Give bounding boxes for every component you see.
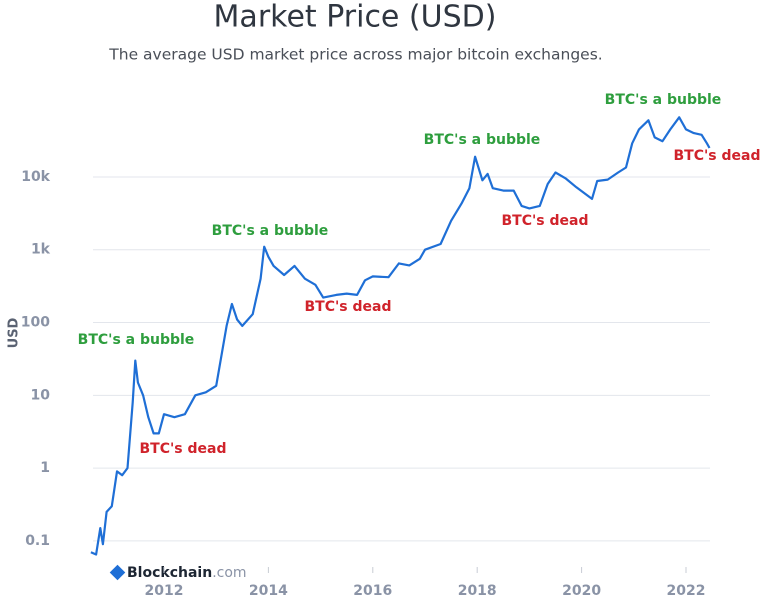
y-tick-label: 1: [40, 460, 50, 476]
annotation: BTC's a bubble: [78, 332, 195, 348]
x-tick-label: 2018: [458, 583, 497, 599]
y-tick-label: 10k: [21, 169, 50, 185]
x-tick-label: 2022: [667, 583, 706, 599]
annotation: BTC's dead: [305, 299, 392, 315]
y-tick-label: 10: [31, 387, 51, 403]
annotation: BTC's a bubble: [424, 132, 541, 148]
chart-subtitle: The average USD market price across majo…: [108, 46, 602, 64]
y-axis-label: USD: [7, 317, 22, 348]
x-tick-label: 2014: [249, 583, 288, 599]
watermark: Blockchain.com: [127, 565, 247, 581]
annotation: BTC's dead: [674, 148, 760, 164]
chart-title: Market Price (USD): [214, 0, 497, 35]
watermark-suffix: .com: [212, 565, 246, 581]
annotation: BTC's dead: [140, 441, 227, 457]
annotation: BTC's a bubble: [212, 223, 329, 239]
x-tick-label: 2012: [145, 583, 184, 599]
watermark-icon: [109, 564, 126, 581]
x-tick-label: 2016: [353, 583, 392, 599]
y-tick-label: 0.1: [25, 533, 50, 549]
watermark-name: Blockchain: [127, 565, 212, 581]
annotation: BTC's a bubble: [605, 92, 722, 108]
annotation: BTC's dead: [502, 213, 589, 229]
x-tick-label: 2020: [562, 583, 601, 599]
y-tick-label: 100: [21, 315, 50, 331]
price-line: [90, 116, 711, 556]
y-tick-label: 1k: [31, 242, 51, 258]
